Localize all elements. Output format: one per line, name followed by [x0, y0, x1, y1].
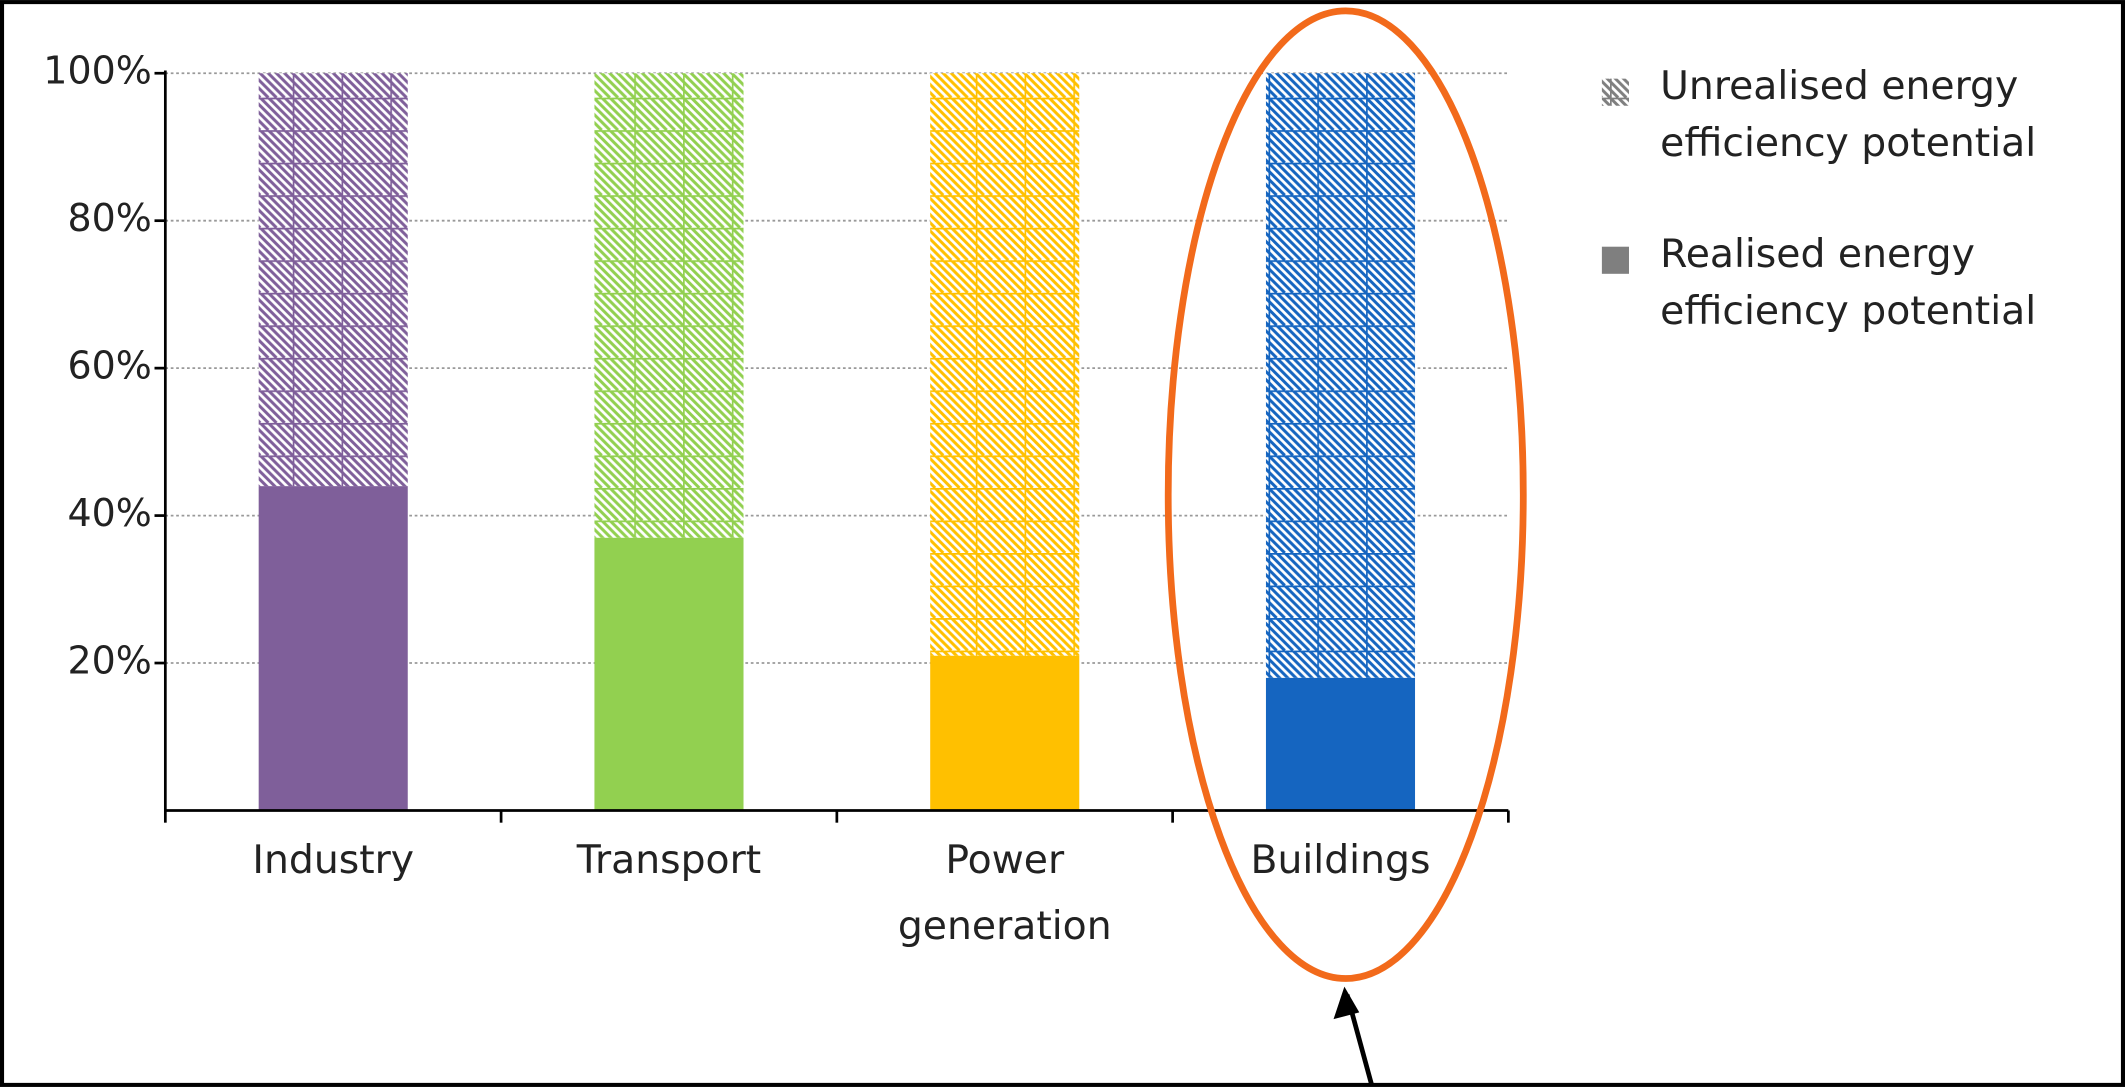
highlight-ellipse [1164, 7, 1527, 982]
bar-segment [258, 73, 408, 487]
x-tick-label-box: Transport [576, 836, 762, 883]
legend-label-box: Unrealised energy efficiency potential [1660, 62, 2037, 166]
bar-segment [930, 655, 1080, 811]
bar-segment [930, 73, 1080, 656]
y-tick-label: 80% [67, 196, 151, 240]
legend-label-box: Realised energy efficiency potential [1660, 230, 2037, 334]
y-tick-label: 60% [67, 344, 151, 388]
legend-swatch [1601, 246, 1629, 274]
x-tick-label: Transport [576, 836, 762, 883]
bar-segment [258, 486, 408, 811]
legend-label: Unrealised energy efficiency potential [1660, 62, 2037, 166]
y-tick-label: 40% [67, 491, 151, 535]
x-tick-label-box: Power generation [897, 836, 1112, 950]
bar-segment [594, 537, 744, 811]
x-tick-label-box: Industry [252, 836, 415, 883]
x-tick-label: Buildings [1250, 836, 1431, 883]
x-tick-label: Power generation [897, 836, 1112, 950]
bar-segment [1265, 73, 1416, 678]
x-tick-label: Industry [252, 836, 415, 883]
legend-label: Realised energy efficiency potential [1660, 230, 2037, 334]
y-tick-label: 100% [43, 49, 151, 93]
bar-segment [1265, 677, 1416, 811]
arrow-head [1333, 986, 1360, 1020]
bar-segment [594, 73, 744, 538]
legend-swatch [1601, 78, 1629, 106]
x-tick-label-box: Buildings [1250, 836, 1431, 883]
y-tick-label: 20% [67, 639, 151, 683]
